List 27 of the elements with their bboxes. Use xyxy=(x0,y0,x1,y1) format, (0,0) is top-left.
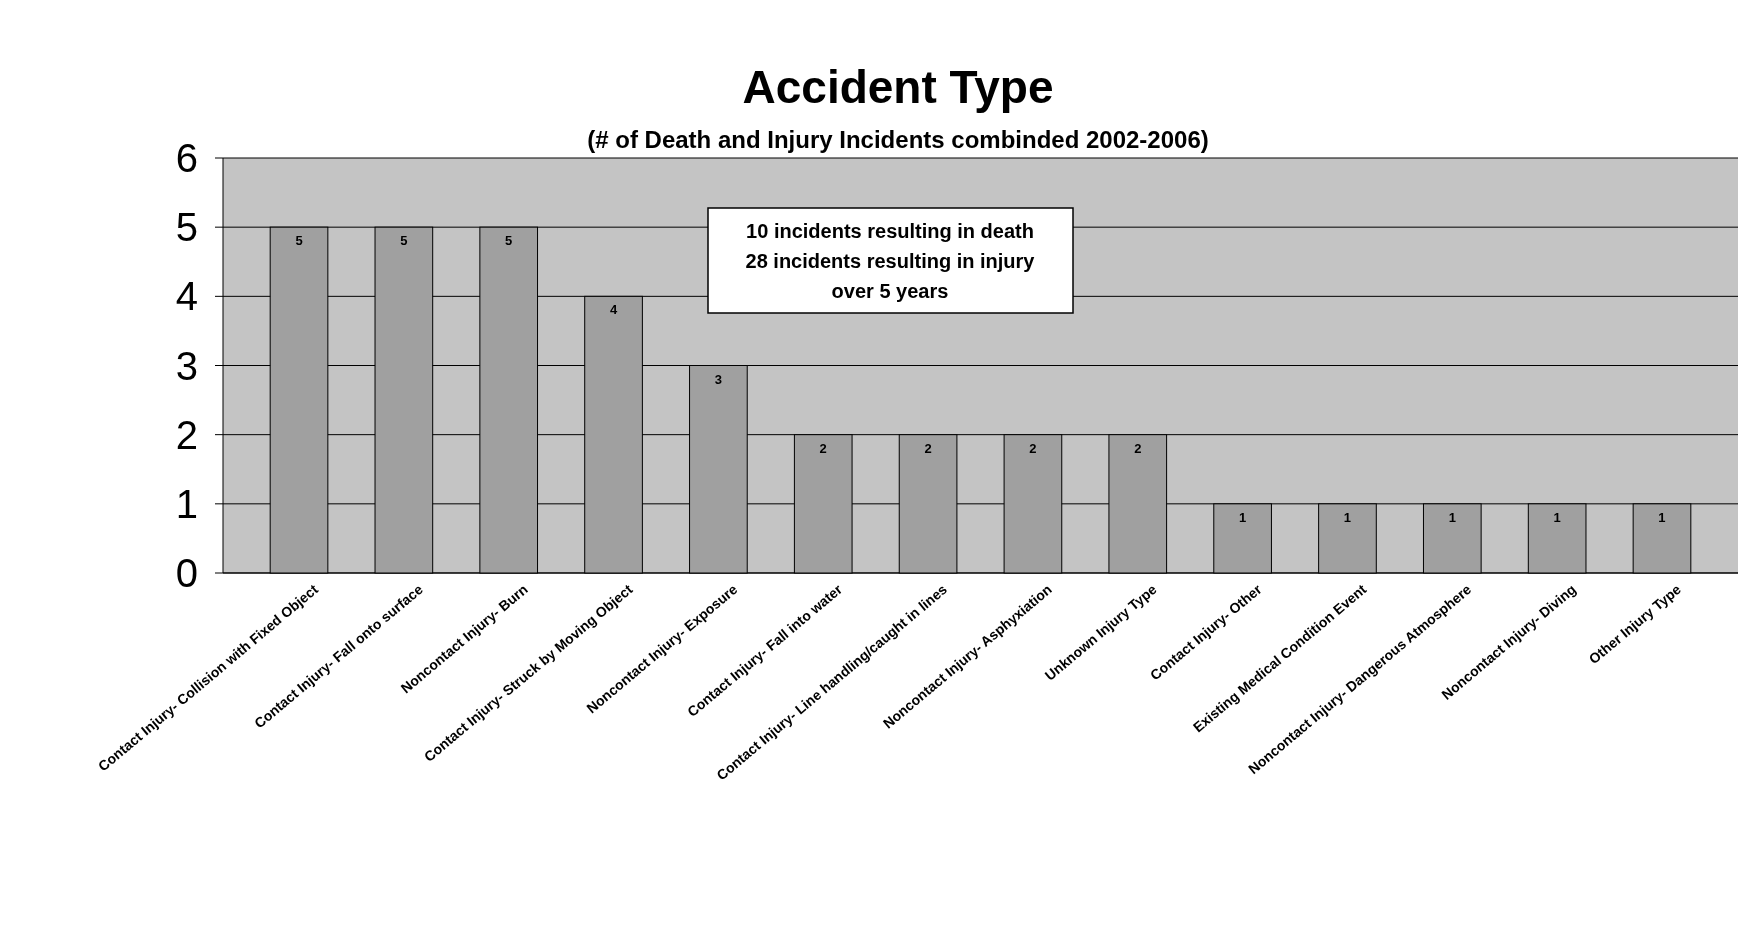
data-label: 1 xyxy=(1658,509,1666,525)
y-tick-label: 2 xyxy=(175,412,198,457)
annotation: 10 incidents resulting in death xyxy=(746,220,1034,242)
y-tick-label: 6 xyxy=(175,136,198,180)
note-box: 10 incidents resulting in death 28 incidents resulting in injury over 5 years xyxy=(707,207,1074,314)
data-label: 1 xyxy=(1343,509,1352,525)
data-label: 2 xyxy=(819,440,827,456)
data-label: 2 xyxy=(1029,440,1037,456)
data-label: 5 xyxy=(400,233,408,249)
chart-title: Accident Type xyxy=(742,61,1054,113)
y-tick-label: 5 xyxy=(175,205,198,250)
y-tick-label: 1 xyxy=(175,481,198,526)
y-tick-label: 4 xyxy=(175,274,198,319)
annotation: 28 incidents resulting in injury xyxy=(745,250,1036,272)
y-tick-label: 0 xyxy=(175,551,198,595)
data-label: 4 xyxy=(609,302,618,318)
data-label: 2 xyxy=(1134,440,1142,456)
data-label: 5 xyxy=(505,233,513,249)
data-label: 5 xyxy=(295,233,303,249)
data-label: 2 xyxy=(924,440,932,456)
y-tick-label: 3 xyxy=(175,343,198,388)
data-label: 1 xyxy=(1238,509,1247,525)
annotation: over 5 years xyxy=(831,280,949,302)
chart-subtitle: (# of Death and Injury Incidents combinded 2002-2006) xyxy=(587,126,1209,153)
data-label: 3 xyxy=(714,371,723,387)
data-label: 1 xyxy=(1553,509,1561,525)
data-label: 1 xyxy=(1448,509,1456,525)
